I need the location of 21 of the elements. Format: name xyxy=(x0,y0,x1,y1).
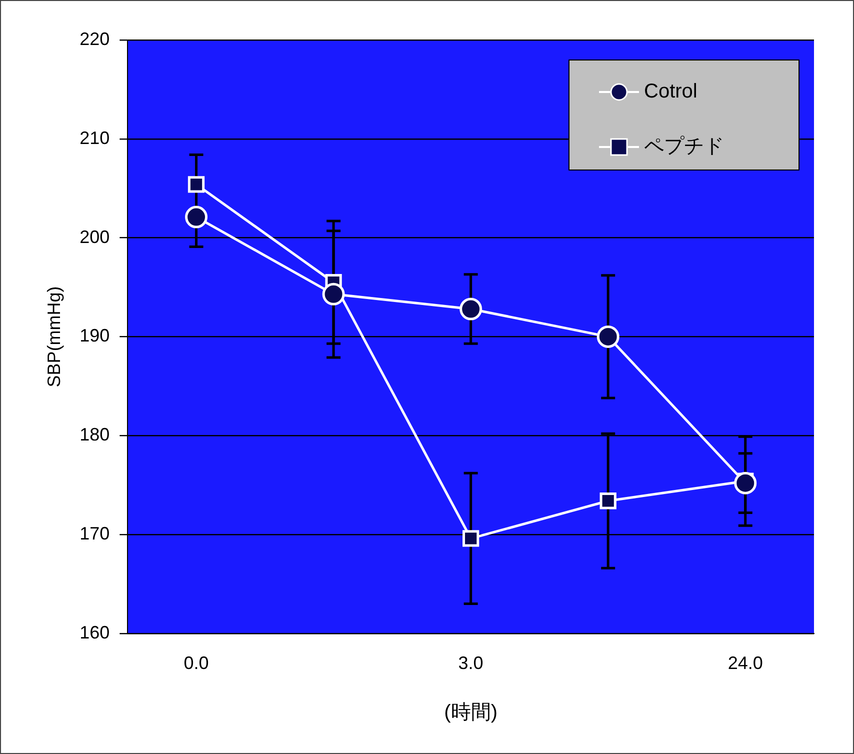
y-tick-label: 190 xyxy=(80,326,110,346)
point xyxy=(185,206,208,228)
y-tick-label: 210 xyxy=(80,128,110,148)
y-tick-label: 170 xyxy=(80,523,110,544)
x-axis-title: (時間) xyxy=(444,702,498,724)
y-tick-label: 220 xyxy=(80,28,110,49)
y-tick-label: 180 xyxy=(80,424,110,445)
y-tick-label: 200 xyxy=(80,226,110,247)
x-tick-label: 3.0 xyxy=(458,653,484,674)
point xyxy=(188,176,205,193)
y-tick-label: 160 xyxy=(80,622,110,642)
point xyxy=(596,325,620,348)
legend-label: Cotrol xyxy=(644,80,698,103)
x-tick-label: 0.0 xyxy=(184,653,209,674)
x-tick-label: 24.0 xyxy=(728,653,763,674)
point xyxy=(600,492,616,510)
point xyxy=(322,282,345,306)
point xyxy=(460,298,482,320)
y-axis-title: SBP(mmHg) xyxy=(44,286,64,388)
legend-label: ペプチド xyxy=(644,136,724,158)
point xyxy=(462,530,480,547)
